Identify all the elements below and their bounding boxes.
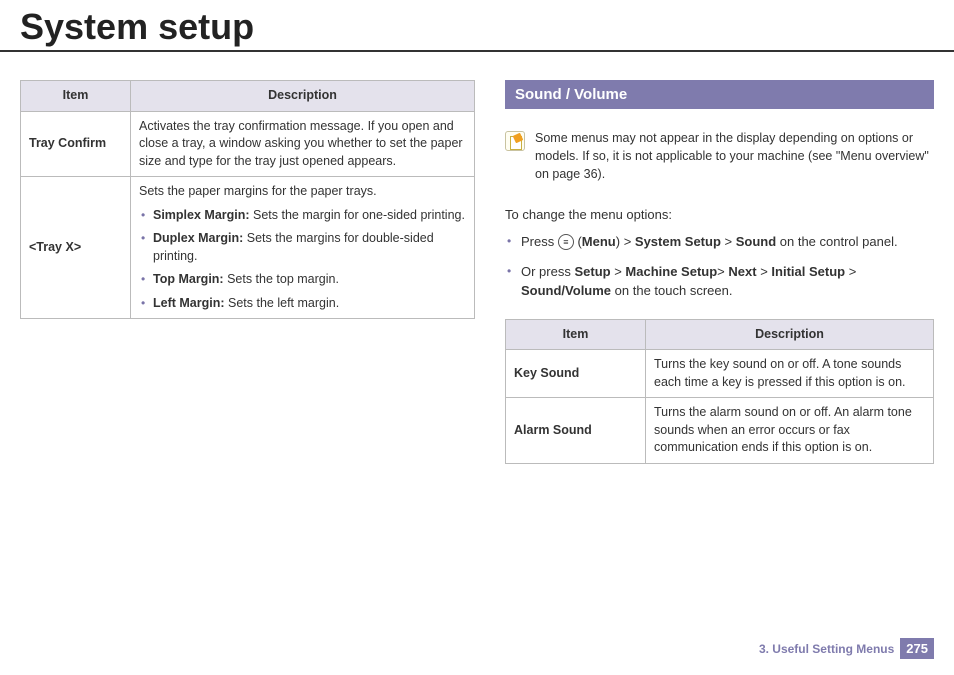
left-item-1: <Tray X> <box>21 177 131 319</box>
note-box: Some menus may not appear in the display… <box>505 127 934 193</box>
menu-icon: ≡ <box>558 234 574 250</box>
section-title: Sound / Volume <box>505 80 934 109</box>
list-item: Simplex Margin: Sets the margin for one-… <box>139 207 466 225</box>
list-item: Press ≡ (Menu) > System Setup > Sound on… <box>505 232 934 252</box>
page-title: System setup <box>0 0 954 52</box>
page-footer: 3. Useful Setting Menus 275 <box>759 638 934 659</box>
list-item: Duplex Margin: Sets the margins for doub… <box>139 230 466 265</box>
left-th-item: Item <box>21 81 131 112</box>
footer-chapter: 3. Useful Setting Menus <box>759 642 894 656</box>
desc-intro: Sets the paper margins for the paper tra… <box>139 183 466 201</box>
note-text: Some menus may not appear in the display… <box>535 129 934 183</box>
left-table: Item Description Tray Confirm Activates … <box>20 80 475 319</box>
table-row: Key Sound Turns the key sound on or off.… <box>506 350 934 398</box>
left-desc-0: Activates the tray confirmation message.… <box>131 111 475 177</box>
desc-sublist: Simplex Margin: Sets the margin for one-… <box>139 207 466 313</box>
left-item-0: Tray Confirm <box>21 111 131 177</box>
table-row: Alarm Sound Turns the alarm sound on or … <box>506 398 934 464</box>
right-desc-1: Turns the alarm sound on or off. An alar… <box>646 398 934 464</box>
right-table: Item Description Key Sound Turns the key… <box>505 319 934 464</box>
list-item: Or press Setup > Machine Setup> Next > I… <box>505 262 934 301</box>
left-th-desc: Description <box>131 81 475 112</box>
intro-line: To change the menu options: <box>505 207 934 222</box>
right-th-desc: Description <box>646 319 934 350</box>
instruction-list: Press ≡ (Menu) > System Setup > Sound on… <box>505 232 934 301</box>
right-column: Sound / Volume Some menus may not appear… <box>505 80 934 464</box>
right-desc-0: Turns the key sound on or off. A tone so… <box>646 350 934 398</box>
right-item-0: Key Sound <box>506 350 646 398</box>
left-desc-1: Sets the paper margins for the paper tra… <box>131 177 475 319</box>
left-column: Item Description Tray Confirm Activates … <box>20 80 475 464</box>
note-icon <box>505 131 525 151</box>
list-item: Top Margin: Sets the top margin. <box>139 271 466 289</box>
list-item: Left Margin: Sets the left margin. <box>139 295 466 313</box>
footer-page-number: 275 <box>900 638 934 659</box>
table-row: Tray Confirm Activates the tray confirma… <box>21 111 475 177</box>
content-columns: Item Description Tray Confirm Activates … <box>0 80 954 464</box>
right-th-item: Item <box>506 319 646 350</box>
right-item-1: Alarm Sound <box>506 398 646 464</box>
table-row: <Tray X> Sets the paper margins for the … <box>21 177 475 319</box>
